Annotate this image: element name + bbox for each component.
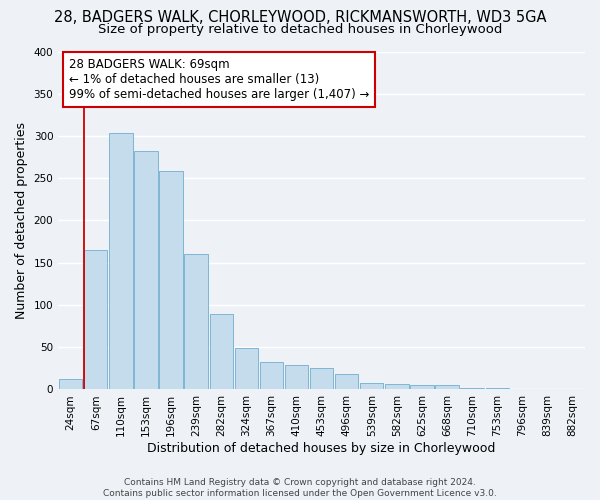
Text: 28 BADGERS WALK: 69sqm
← 1% of detached houses are smaller (13)
99% of semi-deta: 28 BADGERS WALK: 69sqm ← 1% of detached …	[69, 58, 369, 102]
Bar	[511, 388, 534, 390]
Bar	[561, 388, 584, 390]
Bar	[285, 365, 308, 390]
Bar	[134, 151, 158, 390]
Text: 28, BADGERS WALK, CHORLEYWOOD, RICKMANSWORTH, WD3 5GA: 28, BADGERS WALK, CHORLEYWOOD, RICKMANSW…	[54, 10, 546, 25]
Bar	[460, 388, 484, 390]
Bar	[235, 348, 258, 390]
Bar	[485, 388, 509, 390]
X-axis label: Distribution of detached houses by size in Chorleywood: Distribution of detached houses by size …	[148, 442, 496, 455]
Bar	[360, 382, 383, 390]
Bar	[385, 384, 409, 390]
Bar	[209, 314, 233, 390]
Bar	[436, 385, 458, 390]
Bar	[84, 250, 107, 390]
Bar	[335, 374, 358, 390]
Y-axis label: Number of detached properties: Number of detached properties	[15, 122, 28, 319]
Text: Size of property relative to detached houses in Chorleywood: Size of property relative to detached ho…	[98, 22, 502, 36]
Bar	[184, 254, 208, 390]
Bar	[160, 170, 183, 390]
Bar	[410, 385, 434, 390]
Bar	[310, 368, 333, 390]
Text: Contains HM Land Registry data © Crown copyright and database right 2024.
Contai: Contains HM Land Registry data © Crown c…	[103, 478, 497, 498]
Bar	[109, 134, 133, 390]
Bar	[59, 380, 82, 390]
Bar	[260, 362, 283, 390]
